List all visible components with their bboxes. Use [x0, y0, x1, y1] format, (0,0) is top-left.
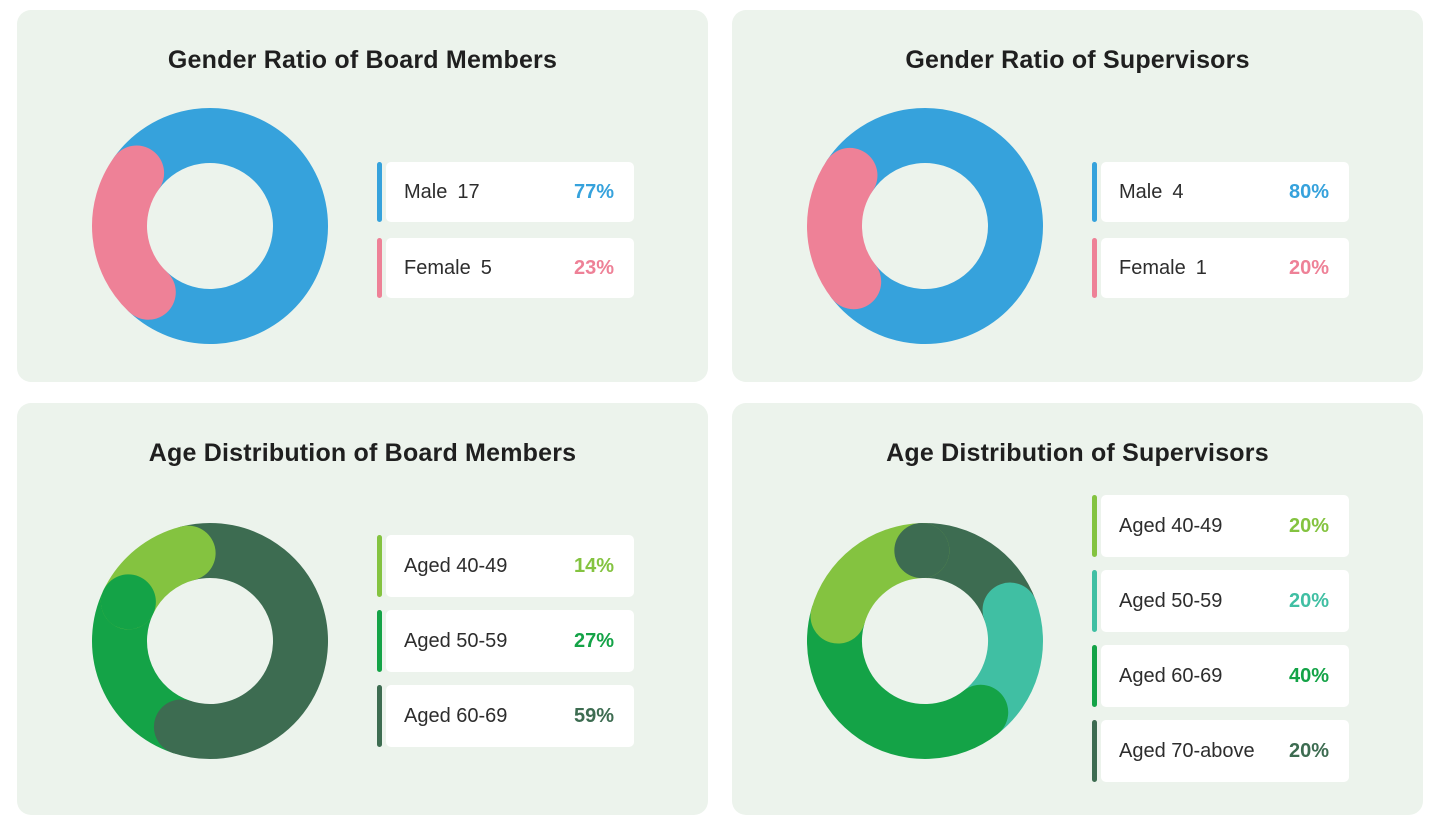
legend-color-bar — [377, 238, 382, 298]
legend-percent: 59% — [573, 704, 614, 727]
donut-chart-gender-supervisors[interactable] — [732, 10, 1423, 382]
legend-item-male[interactable]: Male 17 77% — [377, 162, 634, 222]
legend-card: Male 17 77% — [386, 162, 634, 222]
panel-age-distribution-board-members: Age Distribution of Board Members Aged 4… — [17, 403, 708, 815]
legend-card: Aged 60-69 40% — [1101, 645, 1349, 707]
legend-label: Aged 60-69 — [404, 704, 508, 727]
legend-color-bar — [377, 535, 382, 597]
legend-item-aged-40-49[interactable]: Aged 40-49 20% — [1092, 495, 1349, 557]
legend-card: Female 1 20% — [1101, 238, 1349, 298]
legend-color-bar — [377, 162, 382, 222]
legend-percent: 80% — [1288, 180, 1329, 203]
legend-card: Female 5 23% — [386, 238, 634, 298]
legend-item-aged-60-69[interactable]: Aged 60-69 59% — [377, 685, 634, 747]
legend-color-bar — [1092, 720, 1097, 782]
legend-percent: 20% — [1288, 589, 1329, 612]
donut-segment-cap — [100, 574, 156, 630]
legend-count: 5 — [480, 256, 492, 279]
donut-chart-gender-board-members[interactable] — [17, 10, 708, 382]
panel-gender-ratio-supervisors: Gender Ratio of Supervisors Male 4 80% Fe… — [732, 10, 1423, 382]
donut-segment-aged-60-69[interactable] — [807, 588, 1009, 759]
legend-color-bar — [1092, 495, 1097, 557]
legend-card: Aged 50-59 20% — [1101, 570, 1349, 632]
legend-item-female[interactable]: Female 1 20% — [1092, 238, 1349, 298]
legend-card: Aged 60-69 59% — [386, 685, 634, 747]
legend-color-bar — [1092, 570, 1097, 632]
donut-segment-male[interactable] — [822, 108, 1043, 344]
donut-segment-female[interactable] — [92, 145, 176, 320]
legend-card: Aged 40-49 20% — [1101, 495, 1349, 557]
legend-percent: 23% — [573, 256, 614, 279]
legend-color-bar — [377, 610, 382, 672]
legend-percent: 20% — [1288, 739, 1329, 762]
legend-label: Male — [1119, 180, 1163, 203]
legend-color-bar — [1092, 645, 1097, 707]
legend-card: Aged 70-above 20% — [1101, 720, 1349, 782]
legend-item-male[interactable]: Male 4 80% — [1092, 162, 1349, 222]
legend-label: Aged 40-49 — [404, 554, 508, 577]
legend-label: Aged 60-69 — [1119, 664, 1223, 687]
legend-percent: 20% — [1288, 256, 1329, 279]
legend-card: Aged 50-59 27% — [386, 610, 634, 672]
legend-color-bar — [1092, 238, 1097, 298]
legend-count: 1 — [1195, 256, 1207, 279]
legend-label: Aged 40-49 — [1119, 514, 1223, 537]
legend-item-aged-60-69[interactable]: Aged 60-69 40% — [1092, 645, 1349, 707]
panel-gender-ratio-board-members: Gender Ratio of Board Members Male 17 77%… — [17, 10, 708, 382]
legend-count: 4 — [1172, 180, 1184, 203]
donut-chart-age-board-members[interactable] — [17, 403, 708, 815]
legend-percent: 20% — [1288, 514, 1329, 537]
donut-chart-age-supervisors[interactable] — [732, 403, 1423, 815]
legend-item-aged-70-above[interactable]: Aged 70-above 20% — [1092, 720, 1349, 782]
chart-title: Gender Ratio of Supervisors — [905, 46, 1250, 74]
legend-color-bar — [1092, 162, 1097, 222]
legend-label: Aged 50-59 — [1119, 589, 1223, 612]
donut-segment-female[interactable] — [807, 147, 882, 310]
legend-percent: 27% — [573, 629, 614, 652]
chart-title: Age Distribution of Board Members — [148, 439, 577, 467]
legend-card: Aged 40-49 14% — [386, 535, 634, 597]
legend-card: Male 4 80% — [1101, 162, 1349, 222]
legend-count: 17 — [457, 180, 480, 203]
chart-title: Age Distribution of Supervisors — [886, 439, 1269, 467]
legend-label: Aged 50-59 — [404, 629, 508, 652]
legend-percent: 77% — [573, 180, 614, 203]
donut-segment-cap — [894, 523, 950, 579]
legend-label: Male — [404, 180, 448, 203]
legend-item-aged-50-59[interactable]: Aged 50-59 27% — [377, 610, 634, 672]
panel-age-distribution-supervisors: Age Distribution of Supervisors Aged 40-… — [732, 403, 1423, 815]
legend-label: Aged 70-above — [1119, 739, 1255, 762]
chart-title: Gender Ratio of Board Members — [167, 46, 558, 74]
legend-item-female[interactable]: Female 5 23% — [377, 238, 634, 298]
legend-percent: 40% — [1288, 664, 1329, 687]
donut-segment-aged-60-69[interactable] — [153, 523, 328, 759]
legend-item-aged-50-59[interactable]: Aged 50-59 20% — [1092, 570, 1349, 632]
legend-item-aged-40-49[interactable]: Aged 40-49 14% — [377, 535, 634, 597]
legend-label: Female — [1119, 256, 1186, 279]
legend-color-bar — [377, 685, 382, 747]
donut-segment-male[interactable] — [109, 108, 328, 344]
legend-percent: 14% — [573, 554, 614, 577]
legend-label: Female — [404, 256, 471, 279]
